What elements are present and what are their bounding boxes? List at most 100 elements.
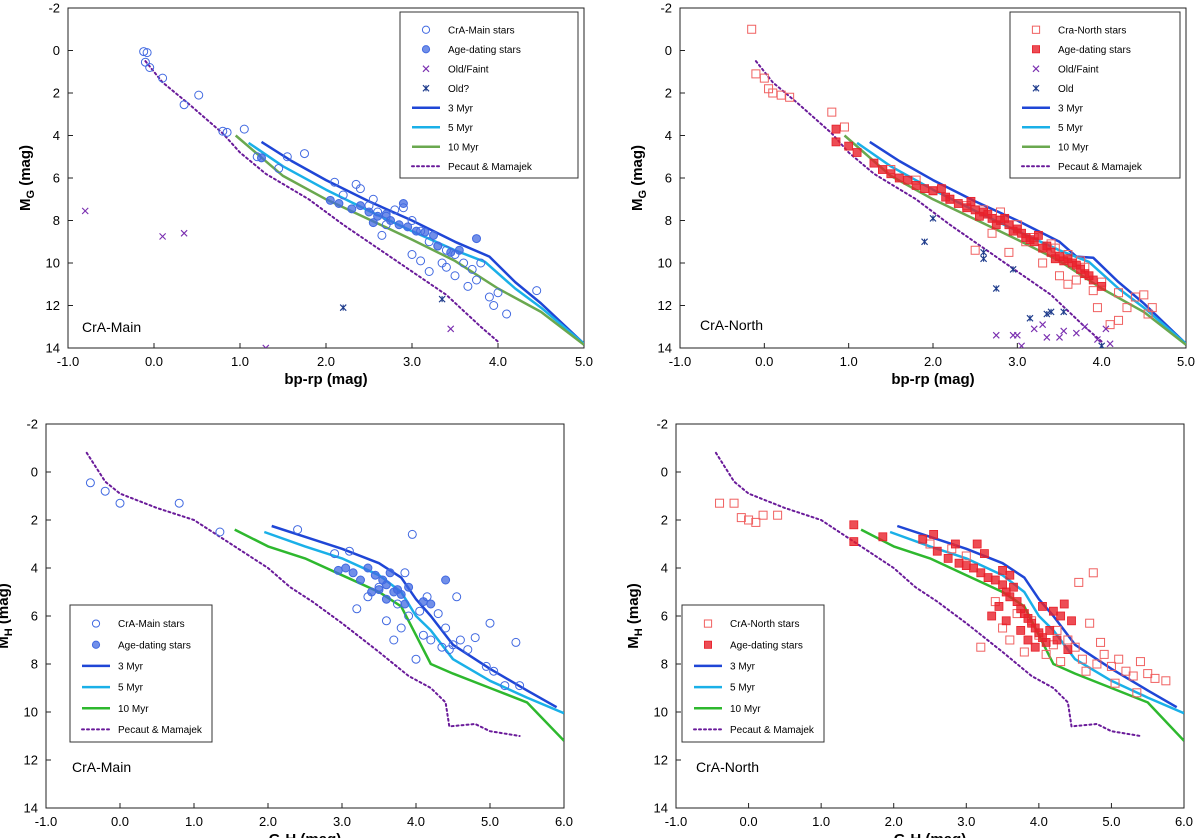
data-point-age-dating-stars [454, 245, 464, 255]
data-point-cra-north-stars [1161, 676, 1171, 686]
x-axis-label: bp-rp (mag) [284, 371, 367, 388]
data-point-age-dating-stars [998, 566, 1007, 575]
data-point-age-dating-stars [472, 234, 481, 244]
data-point-old [980, 255, 988, 263]
data-point-cra-main-stars [390, 205, 400, 215]
data-point-cra-main-stars [215, 527, 225, 537]
series-line-3-myr [869, 140, 1186, 345]
data-point-age-dating-stars [1045, 626, 1055, 635]
data-point-cra-main-stars [444, 645, 454, 655]
legend-label-pecaut-mamajek: Pecaut & Mamajek [1058, 162, 1143, 173]
panel-label: CrA-North [700, 317, 763, 333]
data-point-cra-main-stars [489, 666, 499, 676]
legend-label-5-myr: 5 Myr [118, 683, 144, 694]
data-point-age-dating-stars [911, 181, 921, 190]
data-point-age-dating-stars [1097, 281, 1107, 291]
y-tick-label: 10 [46, 256, 60, 271]
data-point-age-dating-stars [1001, 616, 1011, 626]
legend: CrA-Main stars Age-dating stars Old/Faint O… [399, 11, 579, 179]
data-point-age-dating-stars [333, 565, 343, 575]
data-point-age-dating-stars [1005, 592, 1015, 602]
data-point-age-dating-stars [1034, 230, 1043, 240]
series-line-pecaut-mamajek [714, 451, 1142, 737]
y-tick-label: 6 [31, 609, 38, 624]
data-point-age-dating-stars [1030, 642, 1040, 652]
y-tick-label: 2 [661, 513, 668, 528]
legend-box [69, 604, 213, 743]
data-point-age-dating-stars [831, 124, 841, 134]
y-tick-label: 10 [658, 256, 672, 271]
data-point-cra-north-stars [1063, 635, 1073, 645]
y-tick-label: 10 [24, 705, 38, 720]
legend-label-age-dating-stars: Age-dating stars [448, 45, 521, 56]
y-tick-label: 0 [661, 465, 668, 480]
data-point-cra-main-stars [411, 654, 421, 664]
y-tick-label: 8 [31, 657, 38, 672]
data-point-old [1026, 314, 1034, 322]
y-tick-label: 2 [53, 86, 60, 101]
legend-label-old: Old [1058, 84, 1074, 95]
data-point-age-dating-stars [1005, 570, 1015, 580]
series-line-10-myr [234, 528, 564, 742]
y-tick-label: 12 [24, 753, 38, 768]
legend-label-age-dating-stars: Age-dating stars [730, 640, 803, 651]
data-point-cra-north-stars [715, 498, 725, 508]
data-point-age-dating-stars [1067, 616, 1076, 626]
legend-marker-age-dating-stars [421, 45, 431, 54]
data-point-age-dating-stars [347, 204, 357, 214]
x-tick-label: 5.0 [1177, 354, 1195, 369]
data-point-cra-north-stars [1110, 678, 1120, 688]
data-point-age-dating-stars [918, 534, 928, 544]
data-point-age-dating-stars [983, 573, 993, 582]
legend-label-cra-main-stars: CrA-Main stars [118, 619, 185, 630]
data-point-cra-north-stars [1055, 271, 1064, 281]
legend-label-10-myr: 10 Myr [1058, 142, 1089, 153]
chart-panel-4: -1.0 0.0 1.0 2.0 3.0 4.0 5.0 6.0 -2 0 2 4 6 8 10 12 14 G-… [625, 417, 1193, 838]
data-point-cra-main-stars [459, 258, 469, 268]
x-tick-label: 2.0 [317, 354, 335, 369]
x-tick-label: 0.0 [740, 814, 758, 829]
data-point-cra-north-stars [1077, 654, 1087, 664]
data-point-cra-main-stars [484, 292, 494, 302]
legend-label-old-faint: Old/Faint [1058, 64, 1099, 75]
x-tick-label: -1.0 [665, 814, 687, 829]
data-point-cra-main-stars [441, 623, 451, 633]
data-point-cra-main-stars [416, 256, 426, 266]
data-point-cra-main-stars [194, 90, 204, 100]
data-point-cra-main-stars [476, 258, 486, 268]
data-point-age-dating-stars [381, 594, 391, 604]
y-axis-label: MH (mag) [625, 583, 645, 648]
legend-label-3-myr: 3 Myr [448, 103, 474, 114]
y-tick-label: 8 [665, 213, 672, 228]
data-point-age-dating-stars [852, 148, 862, 157]
data-point-age-dating-stars [433, 241, 443, 251]
y-tick-label: -2 [656, 417, 668, 432]
data-point-age-dating-stars [1038, 602, 1047, 611]
data-point-age-dating-stars [980, 549, 989, 558]
legend-label-3-myr: 3 Myr [1058, 103, 1084, 114]
data-point-age-dating-stars [426, 599, 436, 609]
data-point-age-dating-stars [1016, 626, 1026, 635]
data-point-age-dating-stars [878, 165, 887, 174]
x-tick-label: 1.0 [185, 814, 203, 829]
data-point-old-faint [447, 325, 455, 333]
y-tick-label: 12 [654, 753, 668, 768]
data-point-age-dating-stars [385, 568, 395, 578]
y-tick-label: 8 [53, 213, 60, 228]
y-tick-label: 4 [665, 128, 672, 143]
x-axis-label: bp-rp (mag) [891, 371, 974, 388]
y-tick-label: 4 [53, 128, 60, 143]
x-tick-label: 0.0 [111, 814, 129, 829]
legend-marker-cra-north-stars [703, 619, 713, 628]
data-point-cra-north-stars [1143, 309, 1153, 319]
y-tick-label: 6 [53, 171, 60, 186]
data-point-age-dating-stars [1076, 264, 1085, 274]
data-point-age-dating-stars [961, 561, 971, 570]
data-point-cra-main-stars [437, 258, 447, 268]
data-point-age-dating-stars [441, 575, 451, 585]
data-point-cra-north-stars [1092, 659, 1102, 669]
data-point-cra-north-stars [961, 551, 971, 561]
y-tick-label: 14 [24, 801, 38, 816]
y-tick-label: -2 [660, 1, 672, 16]
